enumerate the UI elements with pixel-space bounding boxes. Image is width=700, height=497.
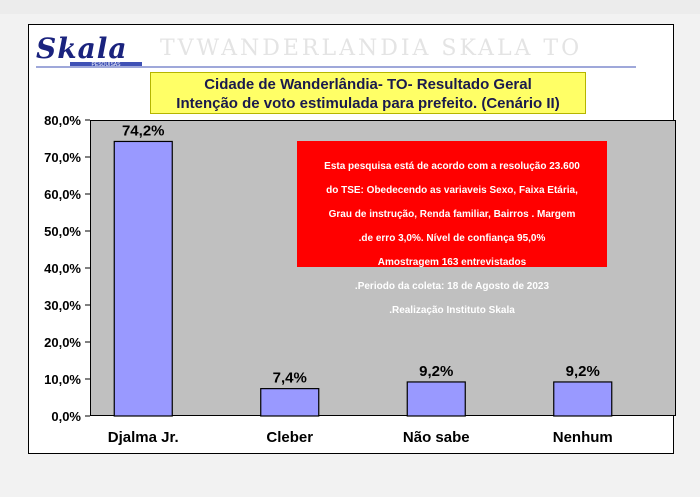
skala-logo: Skala	[36, 32, 128, 65]
bar	[406, 381, 466, 417]
chart-title-box: Cidade de Wanderlândia- TO- Resultado Ge…	[150, 72, 586, 114]
y-tick-label: 70,0%	[44, 150, 81, 165]
bar-data-label: 74,2%	[122, 122, 165, 139]
bar-data-label: 9,2%	[566, 363, 600, 380]
chart-title-line2: Intenção de voto estimulada para prefeit…	[176, 95, 560, 112]
methodology-note: Esta pesquisa está de acordo com a resol…	[297, 141, 607, 316]
x-category-label: Nenhum	[553, 429, 613, 446]
y-tick-label: 80,0%	[44, 113, 81, 128]
note-line: .Realização Instituto Skala	[389, 305, 515, 316]
note-line: Amostragem 163 entrevistados	[377, 257, 527, 268]
logo-rule	[36, 66, 636, 68]
y-tick-label: 30,0%	[44, 298, 81, 313]
x-category-label: Djalma Jr.	[108, 429, 179, 446]
skala-logo-subtext: PESQUISAS	[70, 62, 142, 68]
bar-data-label: 7,4%	[273, 370, 307, 387]
note-line: Esta pesquisa está de acordo com a resol…	[324, 161, 580, 172]
x-category-label: Cleber	[266, 429, 313, 446]
chart-title-line1: Cidade de Wanderlândia- TO- Resultado Ge…	[204, 76, 532, 93]
y-tick-label: 0,0%	[51, 409, 81, 424]
page-top-strip	[0, 0, 700, 14]
note-line: .de erro 3,0%. Nível de confiança 95,0%	[358, 233, 546, 244]
bar	[553, 381, 613, 417]
y-tick-label: 20,0%	[44, 335, 81, 350]
note-line: Grau de instrução, Renda familiar, Bairr…	[328, 209, 576, 220]
bar	[113, 140, 173, 417]
y-tick-label: 50,0%	[44, 224, 81, 239]
y-tick-label: 10,0%	[44, 372, 81, 387]
note-line: .Periodo da coleta: 18 de Agosto de 2023	[354, 281, 550, 292]
logo-watermark: TVWANDERLANDIA SKALA TO	[160, 36, 583, 61]
y-tick-label: 60,0%	[44, 187, 81, 202]
y-tick-label: 40,0%	[44, 261, 81, 276]
bar	[260, 388, 320, 417]
x-category-label: Não sabe	[403, 429, 470, 446]
bar-data-label: 9,2%	[419, 363, 453, 380]
note-line: do TSE: Obedecendo as variaveis Sexo, Fa…	[326, 185, 578, 196]
